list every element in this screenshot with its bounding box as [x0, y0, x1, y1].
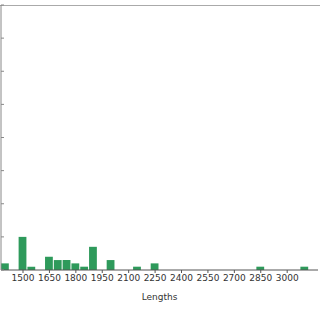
svg-text:1500: 1500 — [12, 273, 35, 283]
svg-text:3000: 3000 — [276, 273, 299, 283]
svg-text:2700: 2700 — [223, 273, 246, 283]
svg-text:2850: 2850 — [249, 273, 272, 283]
svg-text:1950: 1950 — [91, 273, 114, 283]
svg-text:Lengths: Lengths — [142, 292, 178, 302]
svg-text:1650: 1650 — [38, 273, 61, 283]
svg-text:2550: 2550 — [196, 273, 219, 283]
svg-text:2100: 2100 — [117, 273, 140, 283]
svg-text:2400: 2400 — [170, 273, 193, 283]
svg-text:1800: 1800 — [64, 273, 87, 283]
svg-text:2250: 2250 — [144, 273, 167, 283]
